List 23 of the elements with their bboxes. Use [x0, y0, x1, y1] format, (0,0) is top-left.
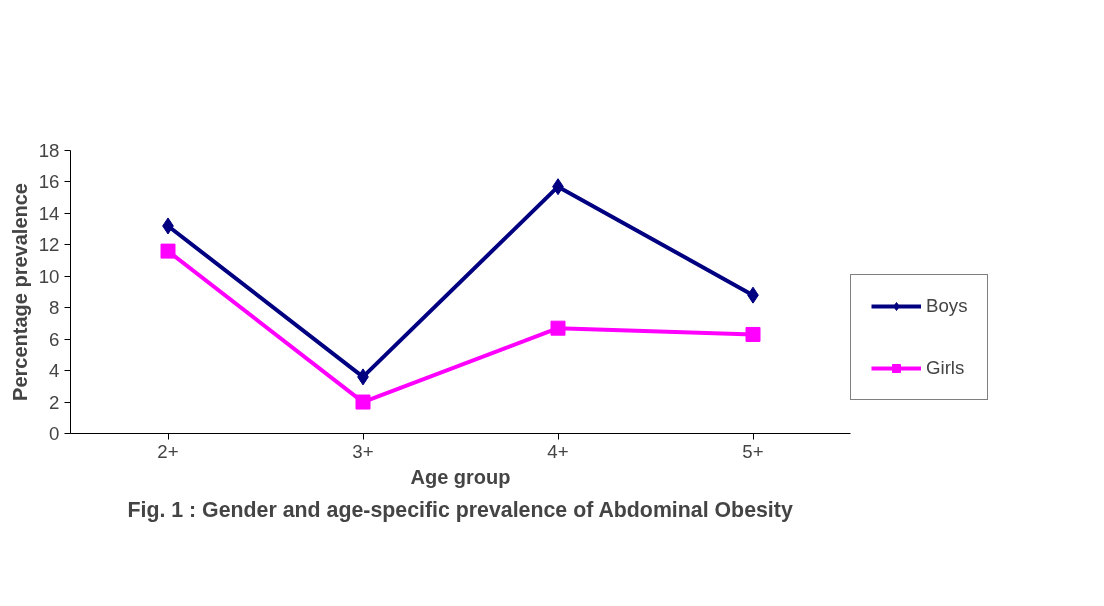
point [550, 320, 566, 336]
y-tick-label: 8 [49, 297, 60, 319]
y-tick-label: 2 [49, 391, 60, 413]
x-tick-label: 5+ [742, 440, 764, 462]
x-axis-title: Age group [410, 465, 511, 488]
text: Fig. 1 : Gender and age-specific prevalence of Abdominal Obesity [127, 497, 793, 522]
x-tick-label: 4+ [547, 440, 569, 462]
y-tick-label: 14 [38, 202, 60, 224]
point [355, 394, 371, 410]
legend-label: Boys [926, 295, 968, 317]
y-tick-label: 10 [38, 265, 60, 287]
x-tick-label: 2+ [157, 440, 179, 462]
y-tick-label: 4 [49, 360, 60, 382]
point [745, 326, 761, 342]
y-tick-label: 18 [38, 140, 60, 161]
y-tick-label: 0 [49, 423, 60, 444]
x-tick-label: 3+ [352, 440, 374, 462]
y-tick-label: 12 [38, 234, 60, 256]
y-tick-label: 16 [38, 171, 60, 193]
y-tick-label: 6 [49, 328, 60, 350]
point [160, 243, 176, 259]
legend-label: Girls [926, 357, 965, 379]
y-axis-title: Percentage prevalence [8, 183, 31, 401]
